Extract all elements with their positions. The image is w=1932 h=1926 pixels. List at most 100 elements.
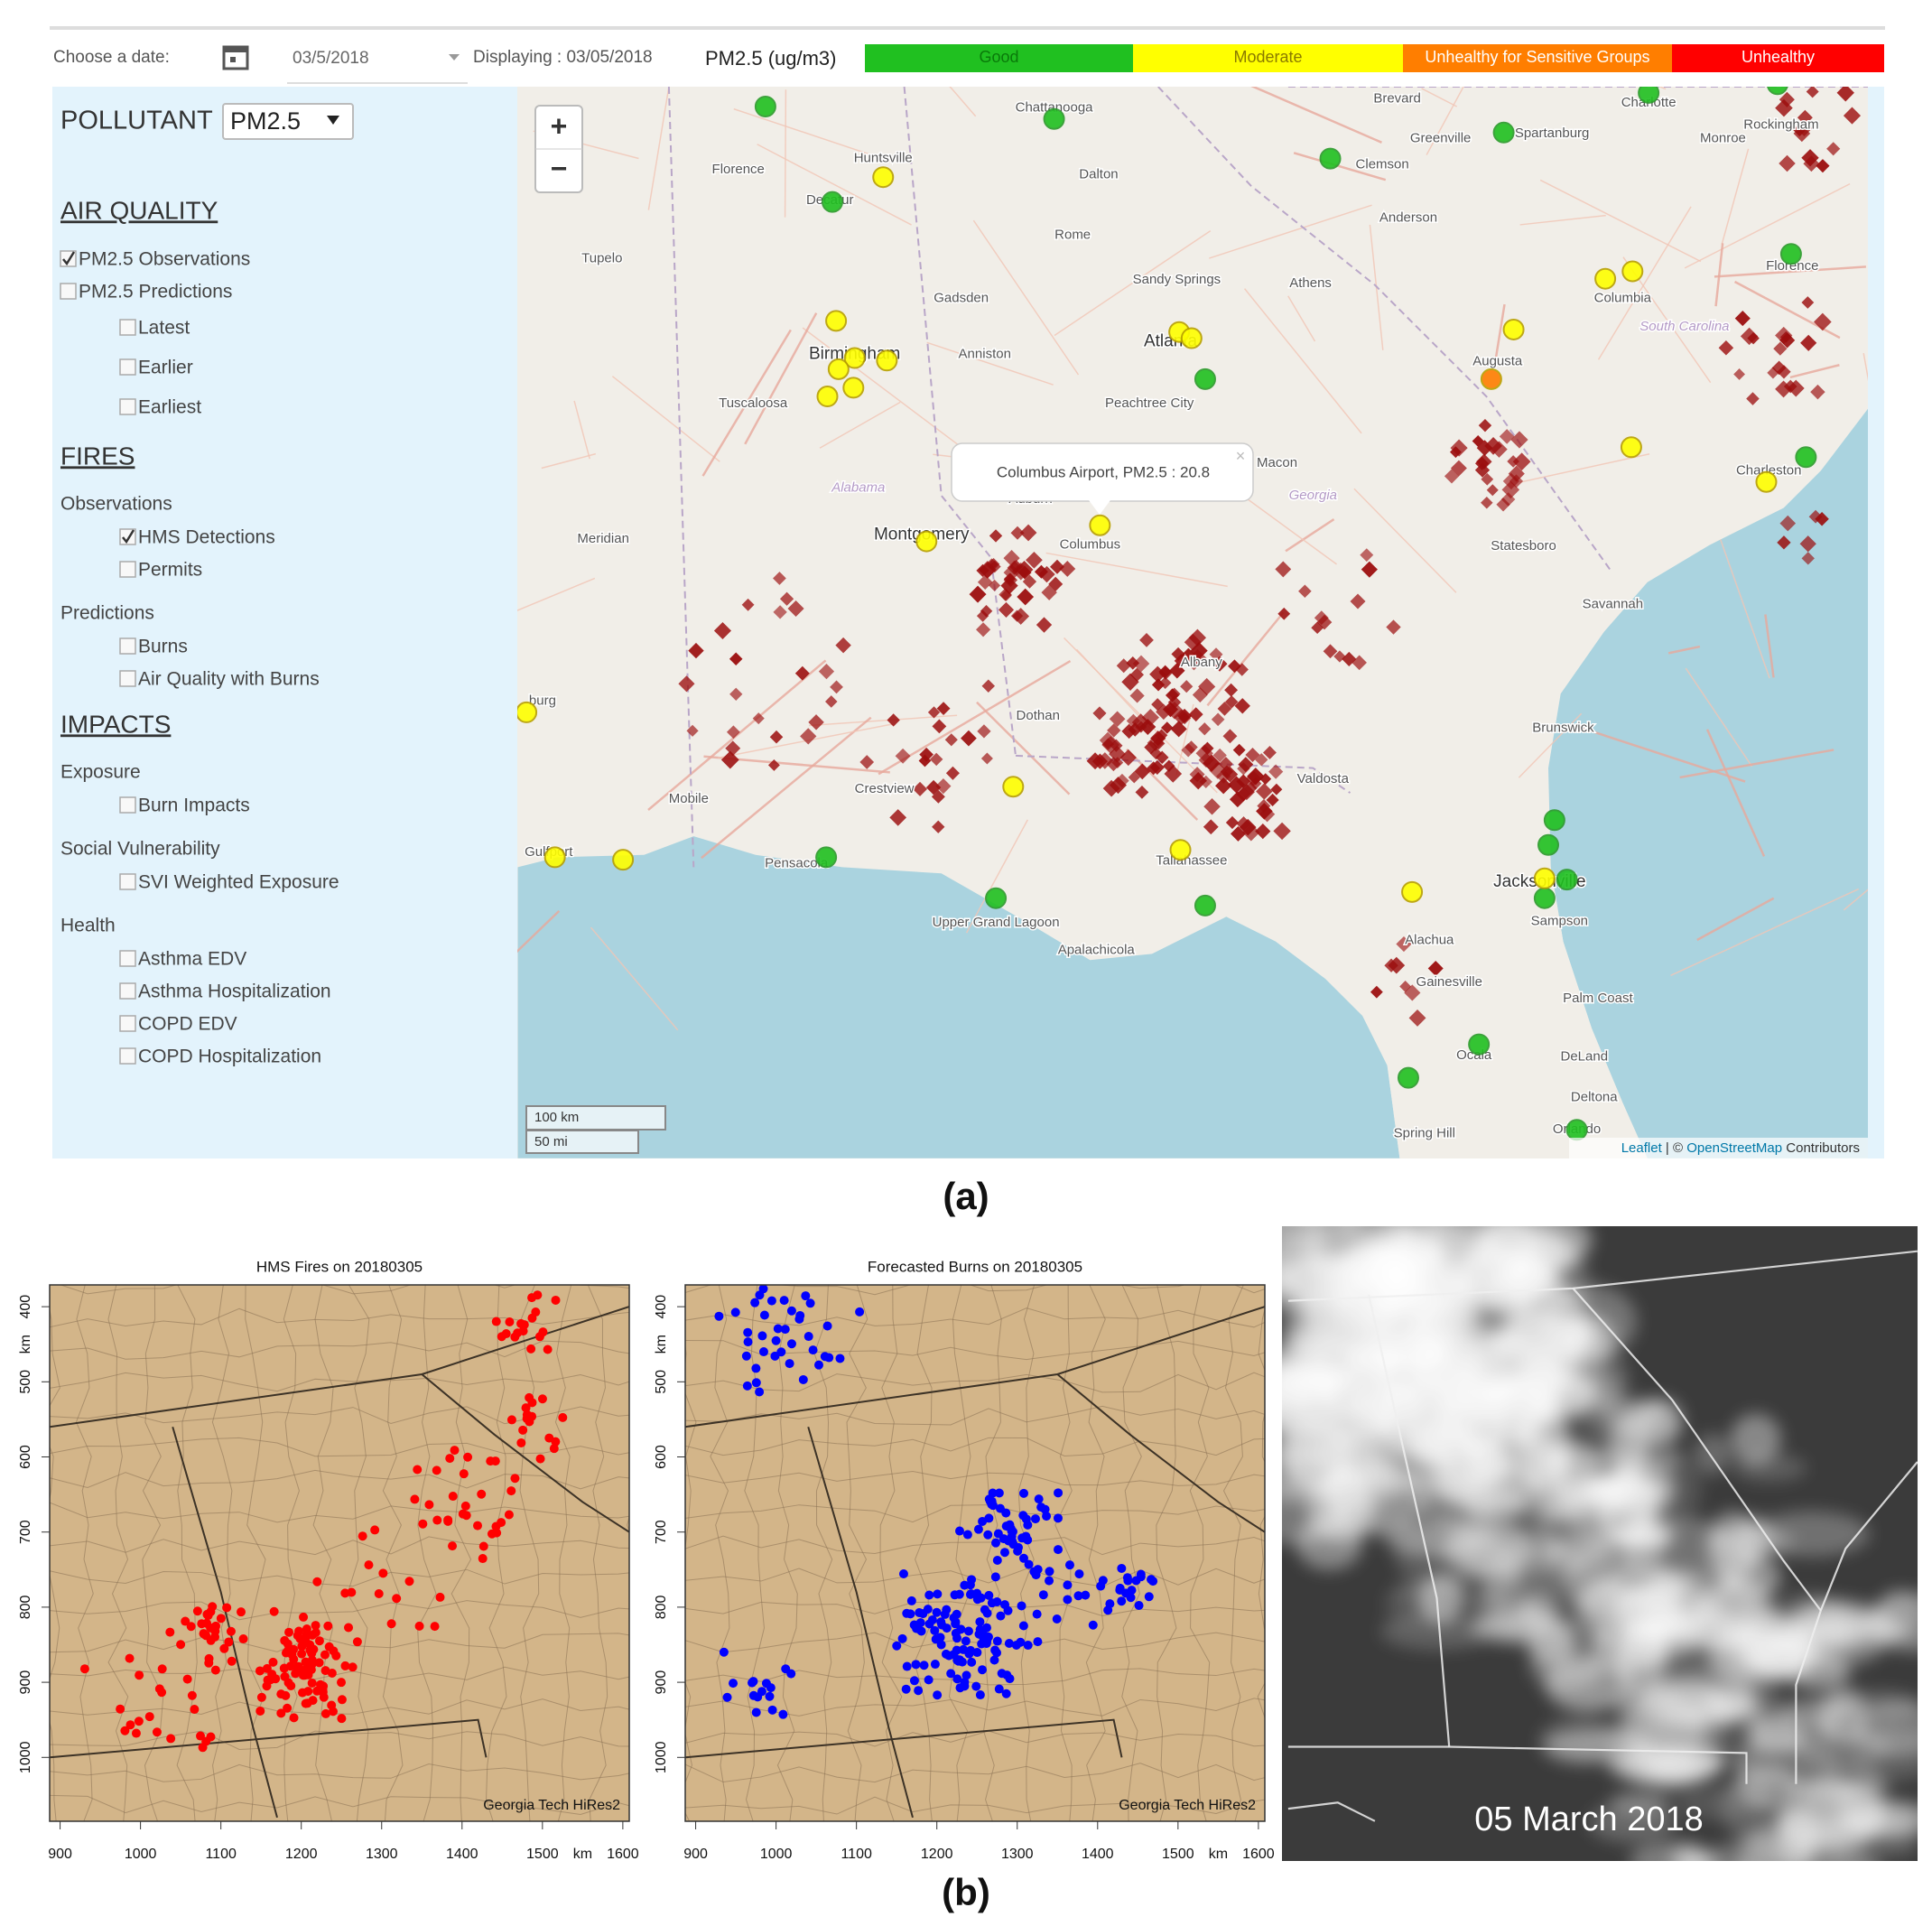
road (972, 219, 1080, 376)
checkbox[interactable] (119, 1047, 136, 1065)
fire-detection (977, 724, 991, 739)
fire-dot (551, 1295, 561, 1305)
fire-dot (445, 1454, 455, 1464)
panel-plot (50, 1285, 629, 1821)
pollutant-select[interactable]: PM2.5 (222, 103, 354, 140)
fire-dot (450, 1446, 460, 1456)
panel-title: Forecasted Burns on 20180305 (868, 1258, 1082, 1275)
checkbox-box (119, 561, 136, 578)
fire-dot (430, 1622, 440, 1632)
aqi-label: Moderate (1233, 48, 1302, 66)
county-line (685, 1668, 1265, 1686)
fire-dot (808, 1345, 818, 1355)
fire-detection (1224, 683, 1239, 697)
checkbox[interactable] (119, 982, 136, 1000)
fire-dot (289, 1654, 299, 1664)
fire-dot (1126, 1593, 1136, 1603)
checkbox-box (119, 950, 136, 967)
date-input[interactable]: 03/5/2018 (293, 49, 369, 68)
fire-dot (280, 1635, 290, 1645)
checkbox[interactable] (119, 1015, 136, 1032)
fire-detection (932, 820, 945, 833)
fire-detection (945, 766, 960, 780)
satellite-image (1282, 1226, 1932, 1926)
fire-dot (1117, 1596, 1127, 1606)
checkbox[interactable] (119, 561, 136, 578)
atlantic-ocean (1548, 408, 1868, 1158)
state-line (1056, 1373, 1265, 1533)
zoom-in[interactable]: + (551, 109, 568, 142)
fire-dot (1105, 1599, 1115, 1609)
section-title: IMPACTS (60, 710, 171, 738)
fire-dot (370, 1525, 380, 1535)
checkbox[interactable] (119, 950, 136, 967)
fire-detection (1481, 472, 1494, 486)
zoom-out[interactable]: − (551, 152, 568, 184)
fire-dot (527, 1293, 537, 1303)
road (802, 327, 964, 450)
road (1285, 518, 1335, 553)
fire-detection (830, 680, 843, 694)
fire-detection (688, 642, 704, 659)
fire-detection (1396, 935, 1412, 953)
fire-dot (340, 1661, 350, 1670)
checkbox[interactable] (119, 796, 136, 814)
monitor (1537, 833, 1559, 856)
place-label: Alachua (1405, 932, 1454, 947)
fire-detection (989, 529, 1003, 543)
attribution-link[interactable]: OpenStreetMap (1686, 1140, 1782, 1156)
checkbox[interactable] (119, 637, 136, 655)
monitor (872, 166, 895, 189)
monitor (1319, 147, 1342, 170)
place-label: Pensacola (765, 855, 829, 870)
fire-dot (785, 1359, 794, 1369)
fire-dot (936, 1617, 946, 1627)
scale-bar-km (525, 1105, 666, 1130)
fire-dot (283, 1703, 293, 1713)
calendar-top (224, 47, 247, 52)
road (1494, 303, 1506, 360)
county-line (176, 1285, 198, 1821)
place-label: Anniston (959, 346, 1011, 361)
attribution-text: | © (1662, 1140, 1686, 1156)
popup-close[interactable]: × (1236, 447, 1246, 465)
checkbox[interactable] (119, 358, 136, 376)
fire-dot (1038, 1590, 1048, 1600)
checkbox[interactable] (60, 250, 77, 267)
place-label: Columbia (1594, 291, 1652, 306)
attribution-link[interactable]: Leaflet (1621, 1140, 1663, 1156)
place-label: Crestview (855, 781, 915, 796)
fire-dot (973, 1524, 983, 1534)
fire-dot (1023, 1520, 1033, 1530)
checkbox[interactable] (119, 398, 136, 415)
dropdown-arrow (449, 54, 460, 60)
fire-detection (1779, 515, 1797, 532)
place-label: Spring Hill (1394, 1125, 1455, 1140)
fire-detection (1228, 776, 1246, 794)
fire-dot (526, 1344, 536, 1354)
fire-detection (887, 713, 900, 727)
calendar-icon[interactable] (222, 45, 249, 70)
county-line (685, 1372, 1265, 1393)
checkbox[interactable] (119, 319, 136, 336)
place-label: Brevard (1373, 91, 1421, 107)
fire-dot (714, 1311, 724, 1321)
place-label: Upper Grand Lagoon (933, 915, 1060, 930)
checkbox[interactable] (60, 283, 77, 300)
checkbox[interactable] (119, 670, 136, 687)
place-label: Athens (1289, 275, 1332, 291)
county-line (50, 1406, 629, 1425)
checkbox-tick (62, 251, 76, 266)
fire-dot (1144, 1592, 1154, 1602)
fire-detection (1129, 688, 1145, 703)
checkbox[interactable] (119, 873, 136, 890)
fire-dot (767, 1705, 777, 1715)
cloud (1890, 1885, 1932, 1926)
checkbox[interactable] (119, 528, 136, 545)
fire-dot (478, 1554, 488, 1564)
fire-dot (1127, 1586, 1137, 1596)
fire-dot (203, 1611, 213, 1621)
y-tick-label: 600 (18, 1445, 33, 1469)
fire-dot (722, 1692, 732, 1702)
cloud (1284, 1290, 1373, 1354)
